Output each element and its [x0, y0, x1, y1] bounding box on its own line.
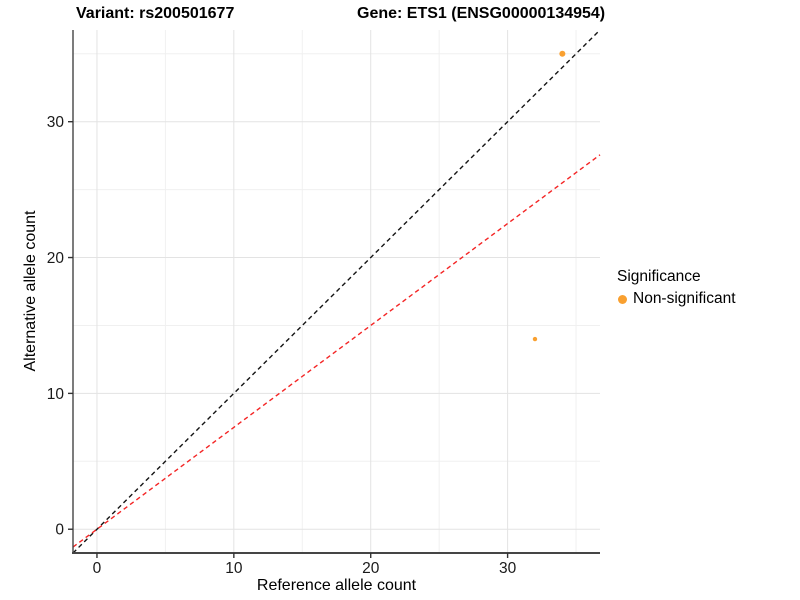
x-axis-title: Reference allele count — [256, 577, 417, 594]
data-point — [559, 50, 566, 57]
plot-title-variant: Variant: rs200501677 — [76, 5, 235, 22]
reference-line-identity — [72, 29, 601, 554]
y-axis-title: Alternative allele count — [22, 210, 39, 372]
x-tick-label: 30 — [499, 560, 517, 577]
point-icon — [618, 294, 627, 304]
legend-item-non-significant: Non-significant — [617, 290, 736, 308]
legend-title: Significance — [617, 268, 701, 285]
y-tick-label: 30 — [47, 114, 65, 131]
data-point — [532, 336, 538, 342]
reference-line-ratio-0.75 — [72, 154, 601, 548]
x-tick-label: 10 — [225, 560, 243, 577]
x-tick-label: 0 — [93, 560, 102, 577]
y-tick-label: 10 — [47, 386, 65, 403]
x-tick-label: 20 — [362, 560, 380, 577]
y-tick-label: 20 — [47, 250, 65, 267]
legend: Significance Non-significant — [617, 268, 736, 308]
y-tick-label: 0 — [55, 522, 64, 539]
legend-item-label: Non-significant — [633, 290, 736, 307]
plot-title-gene: Gene: ETS1 (ENSG00000134954) — [357, 5, 606, 22]
